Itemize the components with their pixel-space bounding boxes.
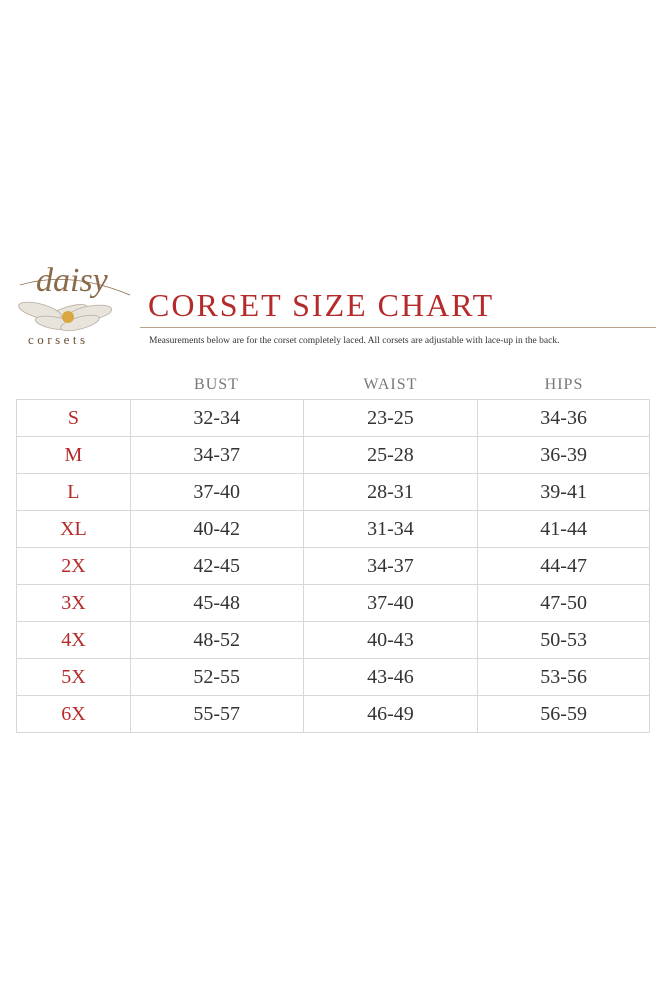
measure-cell: 34-37	[129, 436, 304, 474]
logo-flower	[18, 278, 131, 332]
table-row: L 37-40 28-31 39-41	[16, 473, 650, 511]
measure-cell: 43-46	[302, 658, 479, 696]
table-row: 2X 42-45 34-37 44-47	[16, 547, 650, 585]
measure-cell: 44-47	[477, 547, 650, 585]
measure-cell: 45-48	[129, 584, 304, 622]
divider	[140, 327, 656, 328]
logo-tagline: corsets	[28, 332, 89, 347]
measure-cell: 50-53	[477, 621, 650, 659]
title: CORSET SIZE CHART	[148, 287, 495, 323]
header-cell: WAIST	[363, 376, 418, 393]
size-cell: S	[16, 399, 131, 437]
note: Measurements below are for the corset co…	[149, 336, 560, 346]
table-row: 4X 48-52 40-43 50-53	[16, 621, 650, 659]
measure-cell: 34-36	[477, 399, 650, 437]
measure-cell: 40-42	[129, 510, 304, 548]
measure-cell: 37-40	[302, 584, 479, 622]
measure-cell: 40-43	[302, 621, 479, 659]
size-cell: 6X	[16, 695, 131, 733]
measure-cell: 31-34	[302, 510, 479, 548]
table-row: 3X 45-48 37-40 47-50	[16, 584, 650, 622]
table-row: 5X 52-55 43-46 53-56	[16, 658, 650, 696]
table-row: XL 40-42 31-34 41-44	[16, 510, 650, 548]
measure-cell: 36-39	[477, 436, 650, 474]
table-header: BUST WAIST HIPS	[16, 369, 650, 401]
table-row: S 32-34 23-25 34-36	[16, 399, 650, 437]
measure-cell: 41-44	[477, 510, 650, 548]
measure-cell: 39-41	[477, 473, 650, 511]
measure-cell: 23-25	[302, 399, 479, 437]
measure-cell: 47-50	[477, 584, 650, 622]
measure-cell: 42-45	[129, 547, 304, 585]
measure-cell: 48-52	[129, 621, 304, 659]
measure-cell: 37-40	[129, 473, 304, 511]
measure-cell: 32-34	[129, 399, 304, 437]
size-table: S 32-34 23-25 34-36 M 34-37 25-28 36-39 L 37-40 28…	[16, 399, 650, 733]
header-cell: HIPS	[544, 376, 584, 393]
size-cell: L	[16, 473, 131, 511]
header-cell: BUST	[194, 376, 239, 393]
measure-cell: 34-37	[302, 547, 479, 585]
size-cell: 5X	[16, 658, 131, 696]
logo-name: daisy	[36, 262, 108, 299]
measure-cell: 55-57	[129, 695, 304, 733]
size-cell: XL	[16, 510, 131, 548]
size-cell: M	[16, 436, 131, 474]
size-cell: 3X	[16, 584, 131, 622]
measure-cell: 25-28	[302, 436, 479, 474]
measure-cell: 53-56	[477, 658, 650, 696]
header-row: BUST WAIST HIPS	[16, 369, 650, 401]
size-cell: 2X	[16, 547, 131, 585]
measure-cell: 52-55	[129, 658, 304, 696]
table-row: 6X 55-57 46-49 56-59	[16, 695, 650, 733]
measure-cell: 46-49	[302, 695, 479, 733]
header-cell	[16, 369, 130, 401]
measure-cell: 28-31	[302, 473, 479, 511]
table-row: M 34-37 25-28 36-39	[16, 436, 650, 474]
size-cell: 4X	[16, 621, 131, 659]
measure-cell: 56-59	[477, 695, 650, 733]
